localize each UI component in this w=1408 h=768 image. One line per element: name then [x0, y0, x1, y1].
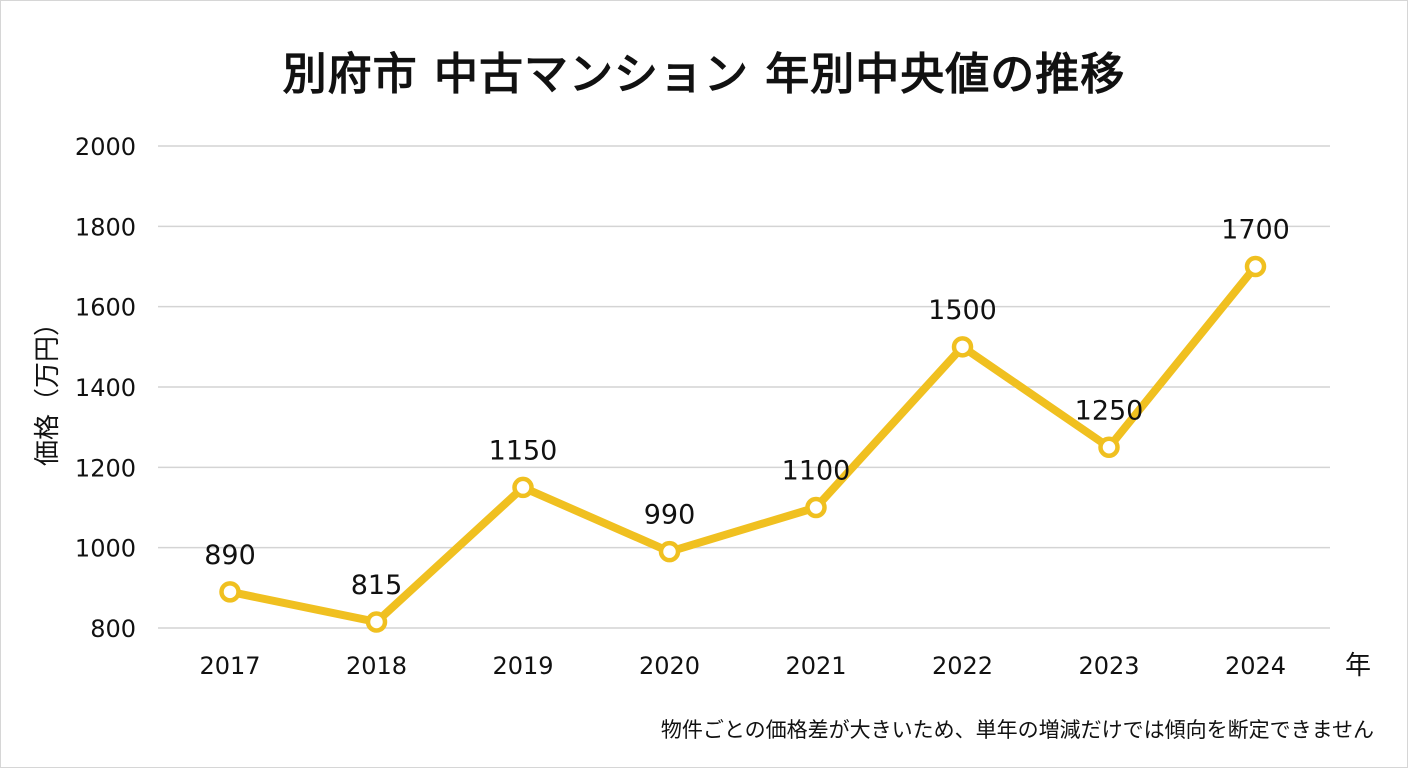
y-tick-label: 1000 — [75, 535, 136, 563]
data-point — [951, 336, 974, 358]
data-point — [512, 476, 534, 499]
chart-footnote: 物件ごとの価格差が大きいため、単年の増減だけでは傾向を断定できません — [660, 718, 1374, 742]
x-tick-label: 2024 — [1225, 652, 1286, 680]
data-label: 890 — [204, 540, 256, 571]
x-axis-label: 年 — [1345, 651, 1371, 681]
data-label: 990 — [644, 500, 696, 531]
data-point — [658, 540, 681, 563]
x-tick-label: 2020 — [639, 652, 700, 680]
data-label: 1100 — [782, 456, 851, 487]
data-label: 1700 — [1221, 215, 1290, 246]
y-tick-label: 800 — [90, 615, 136, 643]
y-tick-label: 1600 — [75, 294, 136, 322]
y-tick-label: 1400 — [75, 374, 136, 402]
chart-title: 別府市 中古マンション 年別中央値の推移 — [282, 49, 1126, 100]
data-label: 1500 — [928, 295, 997, 326]
x-tick-label: 2018 — [346, 652, 407, 680]
data-label: 815 — [351, 570, 403, 601]
data-labels: 890 815 1150 990 1100 1500 1250 1700 — [204, 215, 1290, 601]
y-tick-label: 1800 — [75, 213, 136, 241]
x-tick-label: 2017 — [199, 652, 260, 680]
x-axis-ticks: 2017 2018 2019 2020 2021 2022 2023 2024 — [199, 652, 1286, 680]
data-label: 1150 — [489, 435, 558, 466]
y-tick-label: 1200 — [75, 454, 136, 482]
x-tick-label: 2021 — [785, 652, 846, 680]
data-points — [219, 255, 1267, 633]
series-line-path — [226, 262, 1260, 626]
data-point — [219, 581, 241, 603]
data-point — [805, 496, 827, 519]
y-axis-ticks: 800 1000 1200 1400 1600 1800 2000 — [75, 133, 136, 643]
data-point — [1098, 436, 1120, 458]
x-tick-label: 2023 — [1078, 652, 1139, 680]
y-axis-label: 価格（万円） — [33, 310, 63, 466]
series-line — [226, 262, 1260, 626]
x-tick-label: 2022 — [932, 652, 993, 680]
gridlines — [158, 145, 1330, 629]
data-point — [1244, 255, 1267, 278]
data-label: 1250 — [1075, 395, 1144, 426]
x-tick-label: 2019 — [492, 652, 553, 680]
y-tick-label: 2000 — [75, 133, 136, 161]
data-point — [365, 611, 388, 633]
